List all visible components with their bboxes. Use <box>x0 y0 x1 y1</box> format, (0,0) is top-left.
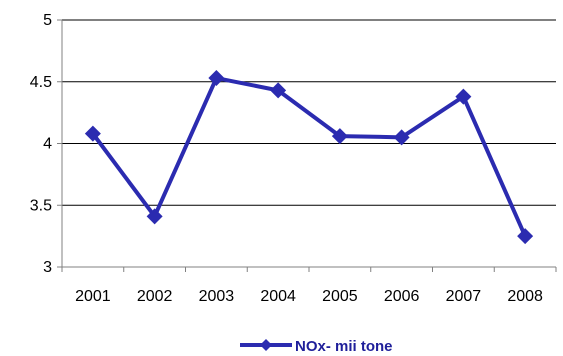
series <box>84 70 534 245</box>
x-tick-label: 2005 <box>322 288 358 305</box>
legend-marker-diamond <box>260 339 272 351</box>
data-point-marker <box>208 70 225 87</box>
gridlines <box>62 19 556 206</box>
y-tick-label: 4 <box>43 136 52 153</box>
data-point-marker <box>393 129 410 146</box>
x-tick-label: 2001 <box>75 288 111 305</box>
data-point-marker <box>517 228 534 245</box>
x-tick-label: 2006 <box>384 288 420 305</box>
x-tick-label: 2002 <box>137 288 173 305</box>
x-tick-label: 2007 <box>446 288 482 305</box>
y-tick-labels: 3 3.5 4 4.5 5 <box>30 12 52 276</box>
x-tick-label: 2004 <box>260 288 296 305</box>
data-point-marker <box>84 125 101 142</box>
data-point-marker <box>331 128 348 145</box>
axes <box>57 19 557 272</box>
y-tick-label: 4.5 <box>30 74 52 91</box>
series-line <box>91 76 527 237</box>
x-tick-labels: 2001 2002 2003 2004 2005 2006 2007 2008 <box>75 288 543 305</box>
y-tick-label: 3 <box>43 259 52 276</box>
y-tick-label: 3.5 <box>30 197 52 214</box>
data-point-marker <box>146 208 163 225</box>
data-point-marker <box>270 82 287 99</box>
x-tick-label: 2003 <box>199 288 235 305</box>
legend-label: NOx- mii tone <box>295 338 393 355</box>
x-tick-label: 2008 <box>507 288 543 305</box>
y-tick-label: 5 <box>43 12 52 29</box>
legend: NOx- mii tone <box>240 338 393 355</box>
data-point-marker <box>455 88 472 105</box>
